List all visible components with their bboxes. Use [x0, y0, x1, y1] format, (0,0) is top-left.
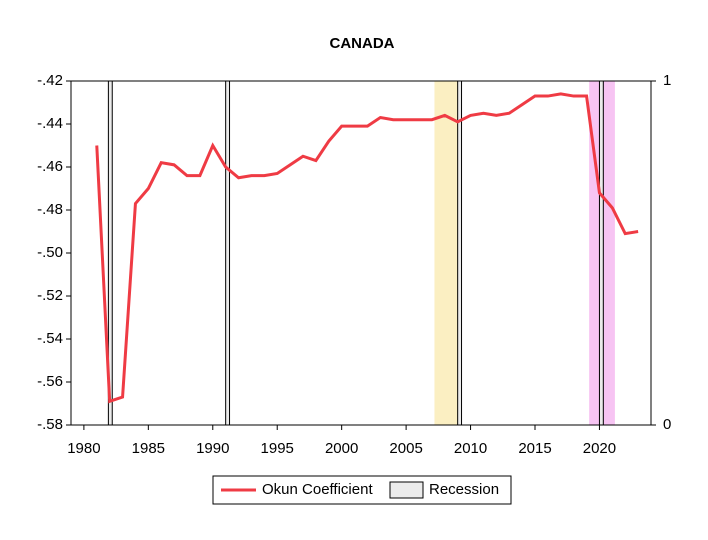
shaded-span	[434, 81, 458, 425]
y-tick-label: -.48	[37, 201, 63, 218]
chart-title: CANADA	[330, 35, 395, 52]
y-tick-label: -.54	[37, 330, 63, 347]
x-tick-label: 1995	[261, 440, 294, 457]
x-tick-label: 2015	[518, 440, 551, 457]
legend-label: Okun Coefficient	[262, 481, 373, 498]
x-tick-label: 2005	[389, 440, 422, 457]
data-line	[95, 92, 639, 404]
y-tick-label: -.46	[37, 158, 63, 175]
y-tick-label: -.56	[37, 373, 63, 390]
x-tick-label: 2020	[583, 440, 616, 457]
y-tick-label: -.50	[37, 244, 63, 261]
y2-tick-label: 0	[663, 416, 671, 433]
recession-bar	[457, 80, 463, 426]
legend-label: Recession	[429, 481, 499, 498]
y-tick-label: -.58	[37, 416, 63, 433]
y-tick-label: -.44	[37, 115, 63, 132]
recession-bar	[225, 80, 231, 426]
x-tick-label: 1980	[67, 440, 100, 457]
y-tick-label: -.42	[37, 72, 63, 89]
x-tick-label: 1990	[196, 440, 229, 457]
recession-bar	[598, 80, 604, 426]
y-tick-label: -.52	[37, 287, 63, 304]
legend-box	[212, 475, 512, 505]
x-tick-label: 2000	[325, 440, 358, 457]
x-tick-label: 1985	[132, 440, 165, 457]
x-tick-label: 2010	[454, 440, 487, 457]
legend-swatch	[389, 481, 424, 499]
y2-tick-label: 1	[663, 72, 671, 89]
